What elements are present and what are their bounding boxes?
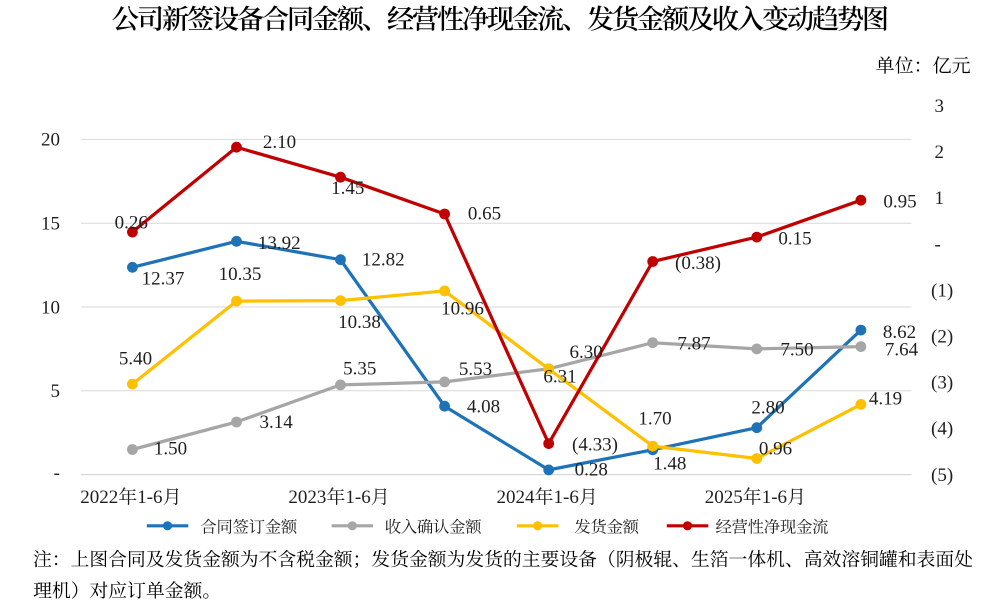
svg-text:1.50: 1.50 [154,439,187,460]
svg-text:(5): (5) [931,465,953,486]
svg-text:(0.38): (0.38) [675,253,721,274]
svg-text:(1): (1) [931,280,953,301]
svg-text:4.08: 4.08 [467,397,500,418]
svg-text:1-6: 1-6 [137,487,162,508]
svg-text:0.65: 0.65 [468,203,501,224]
svg-text:2025: 2025 [705,487,743,508]
svg-text:10: 10 [41,297,60,318]
svg-text:-: - [54,463,60,484]
svg-text:3.14: 3.14 [259,412,293,433]
svg-text:0.95: 0.95 [883,192,916,213]
svg-text:0.15: 0.15 [778,228,811,249]
svg-text:0.96: 0.96 [759,439,792,460]
svg-text:2022: 2022 [80,487,118,508]
svg-text:12.82: 12.82 [362,249,405,270]
svg-text:1-6: 1-6 [762,487,787,508]
svg-text:5: 5 [51,381,61,402]
svg-text:7.50: 7.50 [780,339,813,360]
svg-text:10.38: 10.38 [338,312,381,333]
svg-text:7.87: 7.87 [677,334,710,355]
svg-text:5.40: 5.40 [119,349,152,370]
svg-text:2023: 2023 [288,487,326,508]
svg-text:10.35: 10.35 [219,264,262,285]
svg-text:1.70: 1.70 [638,408,671,429]
svg-text:7.64: 7.64 [885,339,919,360]
svg-text:-: - [935,234,941,255]
svg-text:0.28: 0.28 [575,460,608,481]
svg-text:(3): (3) [931,373,953,394]
svg-text:5.53: 5.53 [459,359,492,380]
svg-text:10.96: 10.96 [441,298,484,319]
svg-text:6.30: 6.30 [569,342,602,363]
svg-text:3: 3 [935,96,945,117]
svg-text:2.10: 2.10 [263,132,296,153]
svg-text:1-6: 1-6 [554,487,579,508]
svg-text:(2): (2) [931,327,953,348]
svg-text:2: 2 [935,142,945,163]
svg-text:4.19: 4.19 [869,389,902,410]
svg-text:2024: 2024 [497,487,536,508]
svg-text:6.31: 6.31 [543,366,576,387]
svg-text:12.37: 12.37 [142,269,185,290]
svg-text:(4.33): (4.33) [572,434,618,455]
svg-text:13.92: 13.92 [258,233,301,254]
svg-text:1.45: 1.45 [331,178,364,199]
svg-text:0.26: 0.26 [115,212,148,233]
svg-text:1-6: 1-6 [345,487,370,508]
svg-text:1.48: 1.48 [653,454,686,475]
svg-text:15: 15 [41,214,60,235]
svg-text:2.80: 2.80 [751,397,784,418]
svg-text:(4): (4) [931,419,953,440]
svg-text:8.62: 8.62 [883,322,916,343]
svg-text:1: 1 [935,188,945,209]
svg-text:20: 20 [41,130,60,151]
svg-text:5.35: 5.35 [343,359,376,380]
